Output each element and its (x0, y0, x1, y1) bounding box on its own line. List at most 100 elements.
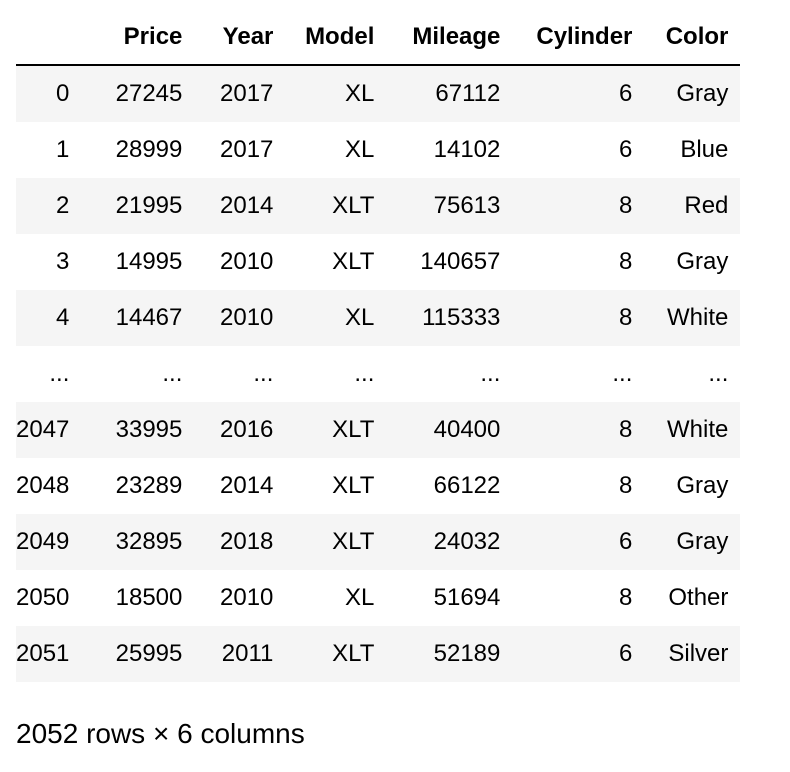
cell-index: 2050 (16, 584, 70, 611)
cell-price: 28999 (115, 136, 183, 163)
table-row: 2047 33995 2016 XLT 40400 8 White (16, 402, 741, 458)
cell-mileage: 51694 (433, 584, 501, 611)
cell-mileage: 115333 (422, 304, 501, 331)
cell-color: Gray (676, 528, 729, 555)
table-row: ..................... (16, 346, 741, 402)
table-row: 2048 23289 2014 XLT 66122 8 Gray (16, 458, 741, 514)
cell-index: 4 (56, 304, 70, 331)
cell-price: 18500 (115, 584, 183, 611)
header-index (16, 10, 96, 66)
cell-index: 3 (56, 248, 70, 275)
cell-year: 2011 (221, 640, 274, 667)
cell-year: 2014 (220, 472, 274, 499)
header-color: Color (644, 10, 741, 66)
cell-color: White (667, 416, 729, 443)
cell-model: XL (345, 136, 375, 163)
cell-cylinder: 8 (619, 472, 633, 499)
cell-index: 2 (56, 192, 70, 219)
cell-cylinder: 6 (619, 528, 633, 555)
cell-cylinder: 6 (619, 136, 633, 163)
cell-price: 14467 (115, 304, 183, 331)
dataframe-table: Price Year Model Mileage Cylinder Color … (16, 10, 741, 682)
cell-price: ... (162, 360, 183, 387)
cell-mileage: 140657 (420, 248, 501, 275)
cell-cylinder: 8 (619, 416, 633, 443)
cell-year: 2017 (220, 136, 274, 163)
table-row: 3 14995 2010 XLT 140657 8 Gray (16, 234, 741, 290)
table-row: 2 21995 2014 XLT 75613 8 Red (16, 178, 741, 234)
cell-year: ... (253, 360, 274, 387)
cell-price: 33995 (115, 416, 183, 443)
cell-model: XLT (332, 472, 375, 499)
cell-year: 2018 (220, 528, 274, 555)
cell-mileage: 67112 (435, 80, 501, 107)
cell-color: Gray (676, 472, 729, 499)
cell-color: Other (668, 584, 729, 611)
cell-year: 2010 (220, 584, 274, 611)
cell-color: Gray (676, 248, 729, 275)
cell-year: 2010 (220, 304, 274, 331)
cell-index: 2049 (16, 528, 70, 555)
cell-model: XLT (332, 248, 375, 275)
table-header: Price Year Model Mileage Cylinder Color (16, 10, 741, 66)
cell-model: ... (354, 360, 375, 387)
dataframe-output: Price Year Model Mileage Cylinder Color … (16, 10, 741, 682)
cell-cylinder: 6 (619, 80, 633, 107)
header-price: Price (95, 10, 195, 66)
table-body: 0 27245 2017 XL 67112 6 Gray 1 28999 2017 XL 14102 6… (16, 65, 741, 682)
cell-mileage: ... (480, 360, 501, 387)
cell-model: XLT (332, 640, 375, 667)
cell-mileage: 40400 (433, 416, 501, 443)
cell-mileage: 52189 (433, 640, 501, 667)
cell-cylinder: 8 (619, 192, 633, 219)
cell-index: 2051 (16, 640, 70, 667)
cell-price: 25995 (115, 640, 183, 667)
cell-model: XL (345, 304, 375, 331)
cell-cylinder: 8 (619, 584, 633, 611)
cell-mileage: 75613 (433, 192, 501, 219)
cell-cylinder: 6 (619, 640, 633, 667)
header-year: Year (194, 10, 286, 66)
header-row: Price Year Model Mileage Cylinder Color (16, 10, 741, 66)
cell-model: XL (345, 584, 375, 611)
cell-price: 21995 (115, 192, 183, 219)
table-row: 0 27245 2017 XL 67112 6 Gray (16, 65, 741, 122)
header-mileage: Mileage (386, 10, 513, 66)
table-row: 2050 18500 2010 XL 51694 8 Other (16, 570, 741, 626)
cell-cylinder: 8 (619, 304, 633, 331)
table-row: 2049 32895 2018 XLT 24032 6 Gray (16, 514, 741, 570)
table-row: 4 14467 2010 XL 115333 8 White (16, 290, 741, 346)
cell-year: 2016 (220, 416, 274, 443)
cell-year: 2014 (220, 192, 274, 219)
cell-model: XLT (332, 528, 375, 555)
cell-color: Blue (680, 136, 729, 163)
cell-color: Silver (668, 640, 729, 667)
cell-model: XLT (332, 416, 375, 443)
cell-price: 23289 (115, 472, 183, 499)
cell-price: 14995 (115, 248, 183, 275)
header-cylinder: Cylinder (512, 10, 645, 66)
cell-index: 2047 (16, 416, 70, 443)
cell-year: 2010 (220, 248, 274, 275)
cell-mileage: 14102 (433, 136, 501, 163)
cell-index: ... (49, 360, 70, 387)
cell-model: XL (345, 80, 375, 107)
cell-index: 0 (56, 80, 70, 107)
cell-price: 32895 (115, 528, 183, 555)
cell-mileage: 66122 (433, 472, 501, 499)
cell-model: XLT (332, 192, 375, 219)
header-model: Model (285, 10, 387, 66)
cell-index: 2048 (16, 472, 70, 499)
cell-cylinder: 8 (619, 248, 633, 275)
cell-color: Red (684, 192, 729, 219)
table-row: 1 28999 2017 XL 14102 6 Blue (16, 122, 741, 178)
cell-color: ... (708, 360, 729, 387)
dataframe-shape-summary: 2052 rows × 6 columns (16, 718, 305, 749)
cell-mileage: 24032 (433, 528, 501, 555)
cell-index: 1 (56, 136, 70, 163)
table-row: 2051 25995 2011 XLT 52189 6 Silver (16, 626, 741, 682)
cell-year: 2017 (220, 80, 274, 107)
cell-cylinder: ... (612, 360, 633, 387)
cell-color: White (667, 304, 729, 331)
cell-color: Gray (676, 80, 729, 107)
